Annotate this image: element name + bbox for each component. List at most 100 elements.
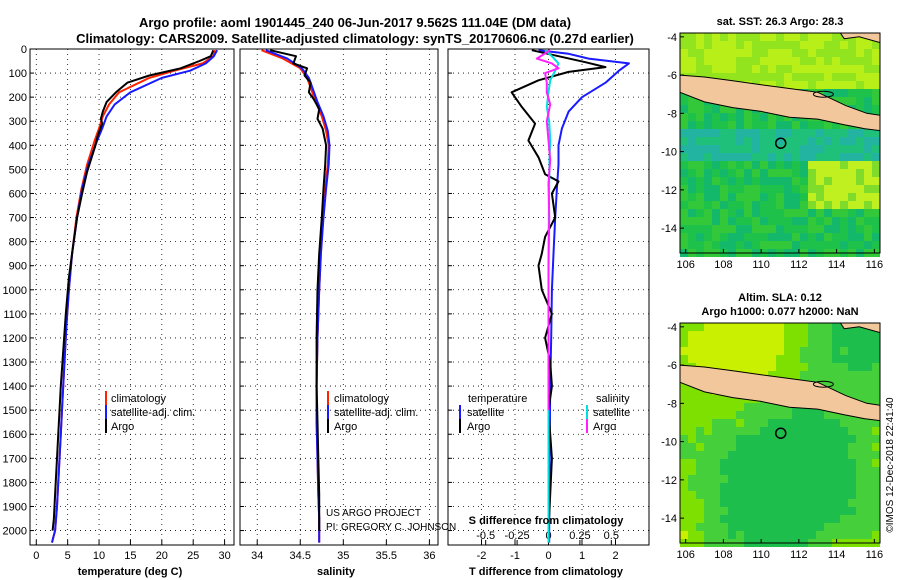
map-cell xyxy=(776,217,784,225)
map-x-tick-label: 114 xyxy=(828,549,846,561)
map-cell xyxy=(848,89,856,97)
island-madura xyxy=(812,90,834,98)
map-cell xyxy=(864,371,872,379)
map-cell xyxy=(792,339,800,347)
map-cell xyxy=(736,475,744,483)
map-cell xyxy=(872,41,880,49)
map-cell xyxy=(784,209,792,217)
map-cell xyxy=(720,73,728,81)
map-cell xyxy=(824,331,832,339)
map-cell xyxy=(792,169,800,177)
map-cell xyxy=(824,435,832,443)
map-cell xyxy=(744,475,752,483)
map-cell xyxy=(704,233,712,241)
map-cell xyxy=(712,201,720,209)
map-cell xyxy=(832,523,840,531)
map-cell xyxy=(776,435,784,443)
map-cell xyxy=(704,33,712,41)
map-cell xyxy=(856,515,864,523)
x-tick-label: -2 xyxy=(477,550,487,562)
map-cell xyxy=(776,459,784,467)
map-cell xyxy=(768,177,776,185)
map-cell xyxy=(728,483,736,491)
y-tick-label: 0 xyxy=(21,44,27,56)
map-cell xyxy=(696,395,704,403)
map-cell xyxy=(872,241,880,249)
map-cell xyxy=(760,225,768,233)
map-cell xyxy=(712,403,720,411)
map-cell xyxy=(736,331,744,339)
map-cell xyxy=(736,411,744,419)
map-cell xyxy=(688,49,696,57)
map-cell xyxy=(800,451,808,459)
map-cell xyxy=(712,177,720,185)
map-cell xyxy=(872,459,880,467)
map-cell xyxy=(864,459,872,467)
map-cell xyxy=(776,161,784,169)
map-cell xyxy=(760,411,768,419)
map-cell xyxy=(776,523,784,531)
map-cell xyxy=(712,355,720,363)
map-cell xyxy=(848,209,856,217)
map-cell xyxy=(736,419,744,427)
map-cell xyxy=(760,65,768,73)
map-cell xyxy=(736,57,744,65)
map-cell xyxy=(760,73,768,81)
map-cell xyxy=(832,419,840,427)
map-cell xyxy=(680,491,688,499)
map-cell xyxy=(800,81,808,89)
map-cell xyxy=(816,507,824,515)
map-cell xyxy=(768,507,776,515)
map-y-tick-label: -12 xyxy=(661,185,677,197)
map-cell xyxy=(792,475,800,483)
map-cell xyxy=(840,89,848,97)
map-cell xyxy=(776,41,784,49)
map-cell xyxy=(776,153,784,161)
map-cell xyxy=(864,185,872,193)
map-cell xyxy=(848,355,856,363)
map-cell xyxy=(776,483,784,491)
map-cell xyxy=(712,515,720,523)
legend-label-satellite: satellite-adj. clim. xyxy=(111,407,195,419)
map-cell xyxy=(848,507,856,515)
map-cell xyxy=(688,499,696,507)
map-cell xyxy=(736,507,744,515)
map-cell xyxy=(768,491,776,499)
map-cell xyxy=(864,41,872,49)
map-cell xyxy=(752,483,760,491)
map-cell xyxy=(776,363,784,371)
map-cell xyxy=(744,217,752,225)
top-x-tick-label: 0.5 xyxy=(604,530,619,542)
map-cell xyxy=(840,153,848,161)
map-cell xyxy=(840,137,848,145)
map-cell xyxy=(848,241,856,249)
map-cell xyxy=(680,233,688,241)
map-cell xyxy=(872,499,880,507)
map-cell xyxy=(688,411,696,419)
map-cell xyxy=(728,451,736,459)
map-cell xyxy=(792,145,800,153)
map-cell xyxy=(728,169,736,177)
map-cell xyxy=(800,33,808,41)
map-cell xyxy=(760,499,768,507)
map-cell xyxy=(816,185,824,193)
map-cell xyxy=(688,217,696,225)
map-cell xyxy=(688,347,696,355)
map-cell xyxy=(728,233,736,241)
map-cell xyxy=(680,515,688,523)
map-cell xyxy=(760,185,768,193)
y-tick-label: 1000 xyxy=(3,285,27,297)
map-cell xyxy=(704,153,712,161)
map-cell xyxy=(824,137,832,145)
map-cell xyxy=(720,443,728,451)
map-cell xyxy=(696,443,704,451)
map-cell xyxy=(696,185,704,193)
map-cell xyxy=(720,105,728,113)
map-cell xyxy=(808,65,816,73)
map-cell xyxy=(792,129,800,137)
map-cell xyxy=(752,57,760,65)
map-cell xyxy=(776,169,784,177)
map-cell xyxy=(784,137,792,145)
map-cell xyxy=(752,531,760,539)
